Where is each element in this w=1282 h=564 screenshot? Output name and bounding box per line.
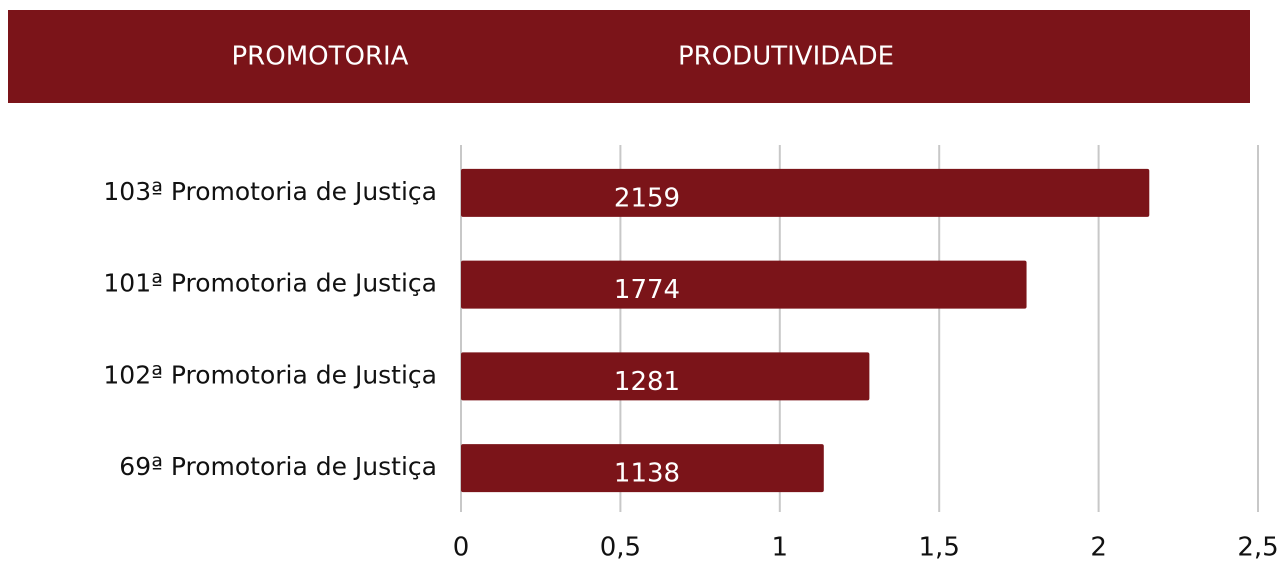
column-header: PRODUTIVIDADE	[678, 42, 894, 72]
data-label: 2159	[614, 183, 680, 213]
bar	[461, 444, 824, 493]
y-tick-label: 103ª Promotoria de Justiça	[103, 177, 437, 206]
bar	[461, 260, 1027, 309]
data-label: 1774	[614, 275, 680, 305]
data-label: 1281	[614, 367, 680, 397]
header-band	[8, 10, 1250, 103]
x-tick-label: 2	[1090, 533, 1107, 561]
y-tick-label: 69ª Promotoria de Justiça	[119, 452, 437, 481]
bar	[461, 352, 870, 401]
x-tick-label: 0,5	[600, 533, 641, 561]
x-tick-label: 0	[453, 533, 470, 561]
x-tick-label: 1	[772, 533, 789, 561]
x-tick-label: 1,5	[919, 533, 960, 561]
column-header: PROMOTORIA	[232, 42, 409, 72]
data-label: 1138	[614, 459, 680, 489]
y-tick-label: 101ª Promotoria de Justiça	[103, 269, 437, 298]
y-tick-label: 102ª Promotoria de Justiça	[103, 360, 437, 389]
bar	[461, 168, 1150, 217]
x-tick-label: 2,5	[1237, 533, 1278, 561]
